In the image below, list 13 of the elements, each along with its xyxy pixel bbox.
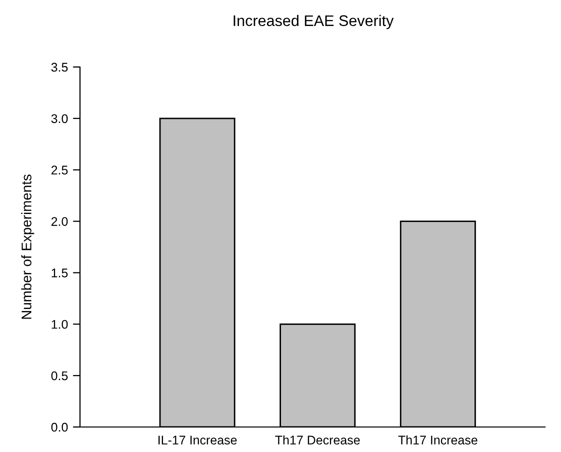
y-tick-label: 2.0	[51, 217, 68, 226]
y-tick-label: 1.5	[52, 268, 68, 278]
y-tick-label: 0.0	[51, 422, 68, 432]
y-axis-title: Number of Experiments	[21, 174, 34, 319]
y-tick-label: 3.0	[51, 114, 68, 124]
y-tick-label: 3.5	[51, 62, 68, 72]
y-tick-label: 2.5	[51, 166, 68, 175]
x-tick-label: Th17 Increase	[398, 435, 478, 445]
y-tick-label: 1.0	[52, 320, 68, 329]
chart-title: Increased EAE Severity	[234, 14, 394, 30]
y-tick-label: 0.5	[51, 371, 68, 380]
x-tick-label: Th17 Decrease	[275, 435, 360, 445]
x-tick-label: IL-17 Increase	[158, 436, 237, 445]
